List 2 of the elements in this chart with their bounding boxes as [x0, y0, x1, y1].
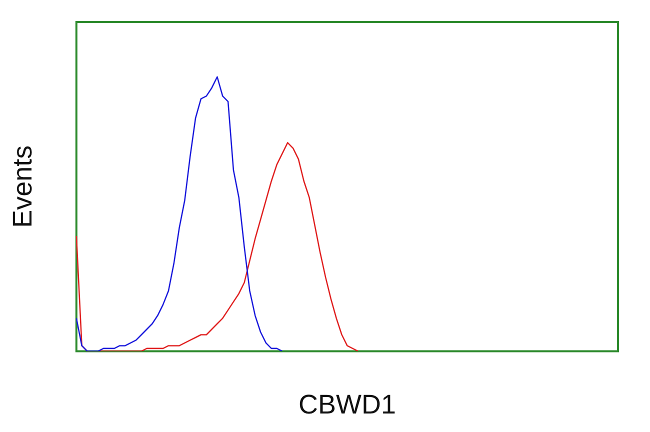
y-axis-title: Events [8, 145, 38, 228]
x-axis-title: CBWD1 [298, 389, 396, 420]
